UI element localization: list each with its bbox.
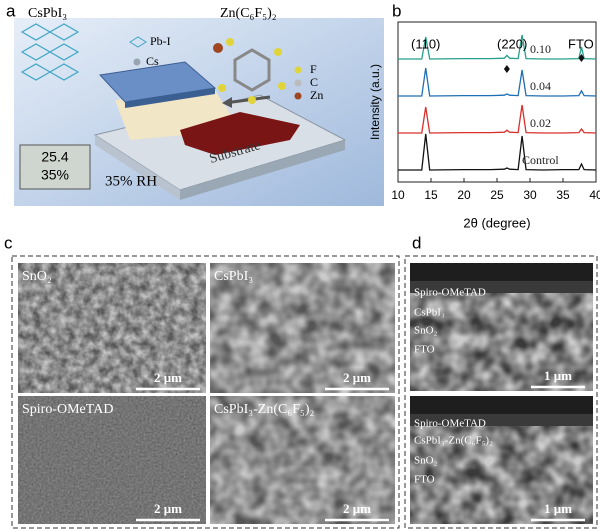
layer-label: Spiro-OMeTAD xyxy=(414,287,486,299)
cross-section-texture xyxy=(410,293,593,391)
y-axis-label: Intensity (a.u.) xyxy=(368,64,382,140)
meter-reading: 25.4 xyxy=(41,149,68,165)
panel-label: a xyxy=(6,1,16,20)
scale-label: 2 μm xyxy=(343,501,371,516)
legend-item: Pb-I xyxy=(150,34,171,48)
scale-label: 2 μm xyxy=(343,370,371,385)
additive-label: Zn(C₆F₅)₂ xyxy=(220,6,277,21)
layer-label: SnO₂ xyxy=(414,325,438,337)
substrate-side xyxy=(95,135,180,200)
substrate-edge xyxy=(180,140,345,200)
annotation: (110) xyxy=(411,36,440,51)
legend-item: Zn xyxy=(310,88,323,102)
cross-section-texture xyxy=(410,426,593,524)
panel-c-frame xyxy=(11,255,400,529)
layer-label: SnO₂ xyxy=(414,455,438,467)
x-tick-label: 35 xyxy=(556,188,570,202)
peak-marker xyxy=(578,54,585,62)
arrow xyxy=(224,95,271,105)
x-tick-label: 30 xyxy=(523,188,537,202)
cross-section-top xyxy=(410,263,593,281)
x-axis-label: 2θ (degree) xyxy=(463,215,530,230)
scale-label: 2 μm xyxy=(154,501,182,516)
scale-label: 2 μm xyxy=(154,370,182,385)
annotation: (220) xyxy=(497,36,527,51)
layer-label: CsPbI₃-Zn(C₆F₅)₂ xyxy=(414,435,493,447)
arrow-head xyxy=(222,97,232,108)
layer-label: Spiro-OMeTAD xyxy=(414,418,486,430)
scale-label: 1 μm xyxy=(544,368,572,383)
layer-label: FTO xyxy=(414,474,435,486)
series-label: Control xyxy=(522,153,559,167)
sem-texture xyxy=(18,396,206,524)
sem-texture xyxy=(18,263,206,393)
legend-item: F xyxy=(310,62,317,76)
cs-icon xyxy=(133,58,141,66)
legend-item: C xyxy=(310,75,318,89)
image-label: SnO₂ xyxy=(22,269,52,284)
series-label: 0.02 xyxy=(530,116,551,130)
peak-marker xyxy=(503,65,510,73)
xrd-pattern xyxy=(398,67,597,97)
legend-item: Cs xyxy=(146,54,159,68)
xrd-pattern xyxy=(398,133,597,171)
xrd-pattern xyxy=(398,34,597,60)
sem-texture xyxy=(210,396,395,524)
panel-label: d xyxy=(412,233,421,252)
pb-i-icon xyxy=(129,36,147,48)
f-icon xyxy=(294,66,302,74)
panel-d-frame xyxy=(404,255,598,529)
panel-label: b xyxy=(392,1,401,20)
x-tick-label: 40 xyxy=(589,188,600,202)
c-icon xyxy=(294,79,302,87)
cross-section-top xyxy=(410,396,593,414)
sem-texture xyxy=(210,263,395,393)
series-label: 0.04 xyxy=(530,79,551,93)
molecule xyxy=(213,38,286,104)
zn-region xyxy=(180,112,300,155)
image-label: Spiro-OMeTAD xyxy=(22,402,113,417)
panel-label: c xyxy=(4,233,13,252)
x-tick-label: 15 xyxy=(424,188,438,202)
zn-icon xyxy=(294,92,302,100)
humidity-label: 35% RH xyxy=(105,173,157,189)
image-label: CsPbI₃ xyxy=(214,269,253,284)
meter-reading: 35% xyxy=(41,167,69,183)
x-tick-label: 25 xyxy=(490,188,504,202)
x-tick-label: 10 xyxy=(391,188,405,202)
annotation: FTO xyxy=(568,36,594,51)
image-label: CsPbI₃-Zn(C₆F₅)₂ xyxy=(214,402,315,417)
top-slab-edge xyxy=(125,88,215,108)
lattice xyxy=(20,23,80,81)
xrd-pattern xyxy=(398,104,597,134)
layer-label: CsPbI₃ xyxy=(414,307,445,319)
material-label: CsPbI₃ xyxy=(28,6,67,21)
hygrometer xyxy=(19,144,91,190)
series-label: 0.10 xyxy=(530,42,551,56)
scale-label: 1 μm xyxy=(544,501,572,516)
x-tick-label: 20 xyxy=(457,188,471,202)
layer-label: FTO xyxy=(414,344,435,356)
